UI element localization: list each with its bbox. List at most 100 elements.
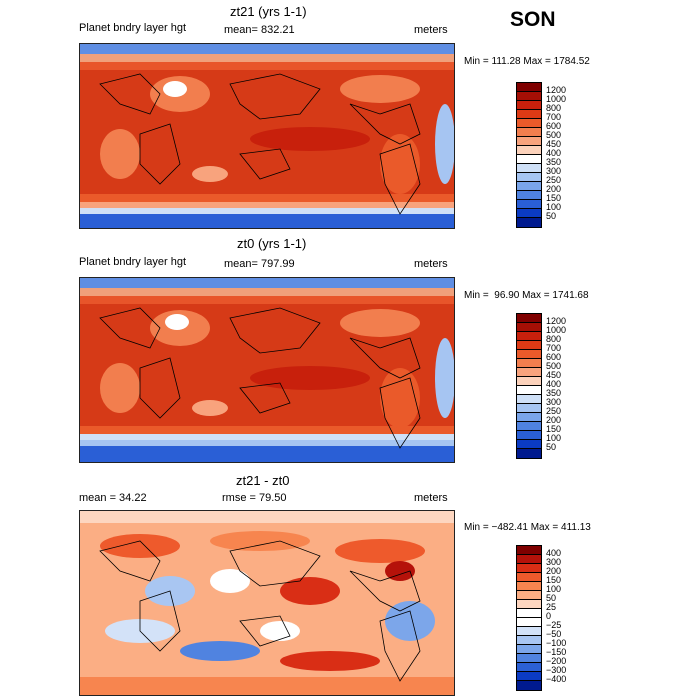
colorbar-tick: 1000 xyxy=(546,325,567,335)
world-map-zt0 xyxy=(79,277,455,463)
colorbar-zt21 xyxy=(516,82,542,228)
colorbar-tick: 400 xyxy=(546,548,562,558)
colorbar-tick: 1000 xyxy=(546,94,567,104)
colorbar-tick: 50 xyxy=(546,442,557,452)
colorbar-tick: 50 xyxy=(546,211,557,221)
colorbar-ticks-difference: 400 300 200 150 100 50 25 0 −25 −50 −100… xyxy=(546,549,566,684)
colorbar-tick: 50 xyxy=(546,593,557,603)
mean-label: mean= 832.21 xyxy=(224,24,295,36)
colorbar-tick: 400 xyxy=(546,379,562,389)
colorbar-cell xyxy=(517,654,541,663)
colorbar-tick: −100 xyxy=(546,638,567,648)
colorbar-cell xyxy=(517,645,541,654)
colorbar-difference xyxy=(516,545,542,691)
colorbar-cell xyxy=(517,618,541,627)
colorbar-cell xyxy=(517,332,541,341)
map-field-difference xyxy=(80,511,454,695)
colorbar-tick: 600 xyxy=(546,121,562,131)
colorbar-tick: 200 xyxy=(546,566,562,576)
colorbar-tick: 500 xyxy=(546,130,562,140)
colorbar-ticks-zt21: 1200 1000 800 700 600 500 450 400 350 30… xyxy=(546,86,566,221)
season-label: SON xyxy=(510,8,556,31)
colorbar-cell xyxy=(517,555,541,564)
colorbar-cell xyxy=(517,627,541,636)
colorbar-tick: 100 xyxy=(546,202,562,212)
colorbar-zt0 xyxy=(516,313,542,459)
colorbar-tick: 150 xyxy=(546,575,562,585)
units-label: meters xyxy=(414,258,448,270)
colorbar-tick: 100 xyxy=(546,433,562,443)
colorbar-cell xyxy=(517,395,541,404)
map-field-zt21 xyxy=(80,44,454,228)
colorbar-tick: 300 xyxy=(546,397,562,407)
colorbar-cell xyxy=(517,137,541,146)
colorbar-tick: 450 xyxy=(546,370,562,380)
colorbar-cell xyxy=(517,359,541,368)
colorbar-cell xyxy=(517,663,541,672)
colorbar-cell xyxy=(517,404,541,413)
colorbar-tick: −150 xyxy=(546,647,567,657)
world-map-difference xyxy=(79,510,455,696)
colorbar-cell xyxy=(517,218,541,227)
colorbar-cell xyxy=(517,323,541,332)
colorbar-cell xyxy=(517,600,541,609)
colorbar-cell xyxy=(517,155,541,164)
colorbar-tick: −25 xyxy=(546,620,562,630)
colorbar-tick: 450 xyxy=(546,139,562,149)
colorbar-cell xyxy=(517,377,541,386)
colorbar-tick: 250 xyxy=(546,406,562,416)
colorbar-cell xyxy=(517,368,541,377)
panel-title: zt21 - zt0 xyxy=(236,473,290,488)
colorbar-cell xyxy=(517,636,541,645)
colorbar-cell xyxy=(517,200,541,209)
colorbar-cell xyxy=(517,83,541,92)
colorbar-tick: 150 xyxy=(546,424,562,434)
colorbar-tick: 350 xyxy=(546,157,562,167)
colorbar-tick: 300 xyxy=(546,166,562,176)
colorbar-tick: 25 xyxy=(546,602,557,612)
mean-label: mean= 797.99 xyxy=(224,258,295,270)
colorbar-cell xyxy=(517,128,541,137)
colorbar-tick: 200 xyxy=(546,184,562,194)
colorbar-cell xyxy=(517,173,541,182)
colorbar-cell xyxy=(517,672,541,681)
colorbar-tick: 150 xyxy=(546,193,562,203)
colorbar-cell xyxy=(517,119,541,128)
colorbar-tick: −400 xyxy=(546,674,567,684)
colorbar-tick: 1200 xyxy=(546,316,567,326)
colorbar-cell xyxy=(517,146,541,155)
colorbar-tick: −300 xyxy=(546,665,567,675)
world-map-zt21 xyxy=(79,43,455,229)
colorbar-tick: 100 xyxy=(546,584,562,594)
field-name-label: Planet bndry layer hgt xyxy=(79,256,187,268)
colorbar-cell xyxy=(517,182,541,191)
colorbar-cell xyxy=(517,564,541,573)
map-field-zt0 xyxy=(80,278,454,462)
colorbar-cell xyxy=(517,101,541,110)
colorbar-cell xyxy=(517,609,541,618)
colorbar-ticks-zt0: 1200 1000 800 700 600 500 450 400 350 30… xyxy=(546,317,566,452)
rmse-label: rmse = 79.50 xyxy=(222,492,287,504)
colorbar-cell xyxy=(517,431,541,440)
field-name-label: Planet bndry layer hgt xyxy=(79,22,187,34)
units-label: meters xyxy=(414,24,448,36)
colorbar-tick: 350 xyxy=(546,388,562,398)
colorbar-cell xyxy=(517,209,541,218)
colorbar-tick: −200 xyxy=(546,656,567,666)
colorbar-tick: 1200 xyxy=(546,85,567,95)
panel-title: zt0 (yrs 1-1) xyxy=(237,236,307,251)
colorbar-tick: 250 xyxy=(546,175,562,185)
colorbar-cell xyxy=(517,573,541,582)
colorbar-tick: 600 xyxy=(546,352,562,362)
min-max-label: Min = 111.28 Max = 1784.52 xyxy=(464,56,590,67)
colorbar-cell xyxy=(517,681,541,690)
units-label: meters xyxy=(414,492,448,504)
colorbar-tick: 500 xyxy=(546,361,562,371)
colorbar-cell xyxy=(517,110,541,119)
colorbar-cell xyxy=(517,413,541,422)
min-max-label: Min = −482.41 Max = 411.13 xyxy=(464,522,591,533)
colorbar-cell xyxy=(517,341,541,350)
colorbar-tick: 800 xyxy=(546,334,562,344)
colorbar-cell xyxy=(517,449,541,458)
colorbar-cell xyxy=(517,422,541,431)
